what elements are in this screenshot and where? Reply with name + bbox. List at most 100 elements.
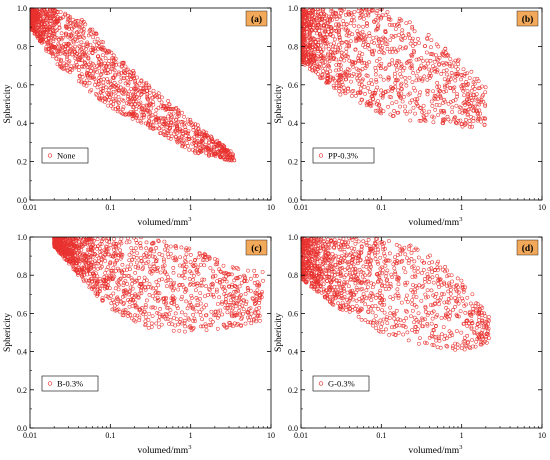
data-point xyxy=(369,94,374,99)
data-point xyxy=(334,81,339,85)
legend-box xyxy=(41,375,99,392)
data-point xyxy=(133,265,138,269)
y-tick-label: 1.0 xyxy=(17,4,27,13)
data-point xyxy=(50,8,55,13)
data-point xyxy=(427,280,431,285)
data-point xyxy=(367,9,372,14)
data-point xyxy=(104,294,109,298)
data-point xyxy=(78,45,83,49)
data-point xyxy=(123,279,128,283)
data-point xyxy=(456,118,461,123)
data-point xyxy=(373,18,378,22)
data-point xyxy=(367,31,372,36)
data-point xyxy=(153,305,157,310)
data-point xyxy=(308,62,313,67)
data-point xyxy=(327,16,332,21)
data-point xyxy=(129,262,133,267)
data-point xyxy=(356,24,361,29)
data-point xyxy=(392,325,397,329)
data-point xyxy=(119,71,124,76)
data-point xyxy=(367,47,372,51)
data-points xyxy=(301,8,488,129)
data-point xyxy=(254,274,259,278)
data-point xyxy=(479,311,484,315)
data-point xyxy=(203,322,208,327)
y-tick-label: 0.8 xyxy=(288,42,298,51)
data-point xyxy=(156,106,161,110)
data-point xyxy=(321,64,326,68)
data-point xyxy=(41,11,45,16)
data-point xyxy=(241,298,246,302)
data-point xyxy=(114,245,118,249)
data-point xyxy=(470,124,474,129)
data-point xyxy=(383,13,388,18)
data-point xyxy=(388,38,392,42)
data-point xyxy=(101,40,105,45)
data-point xyxy=(442,281,447,286)
data-point xyxy=(473,81,477,86)
data-point xyxy=(471,85,475,89)
data-point xyxy=(149,321,154,326)
data-point xyxy=(385,10,390,14)
data-point xyxy=(82,82,86,87)
data-point xyxy=(332,246,337,250)
data-point xyxy=(360,78,364,83)
data-point xyxy=(376,99,380,103)
data-point xyxy=(154,93,159,97)
data-point xyxy=(110,307,115,312)
x-tick-label: 0.01 xyxy=(23,431,37,440)
data-point xyxy=(316,42,321,47)
data-point xyxy=(341,89,346,94)
data-point xyxy=(411,44,415,48)
data-point xyxy=(109,66,114,71)
data-point xyxy=(193,257,198,262)
data-point xyxy=(133,246,138,251)
y-axis: 0.00.20.40.60.81.0 xyxy=(288,4,542,205)
data-point xyxy=(438,265,443,270)
data-point xyxy=(309,40,314,45)
data-point xyxy=(404,111,409,116)
data-point xyxy=(452,89,456,94)
data-point xyxy=(173,129,177,133)
data-point xyxy=(364,73,369,78)
data-point xyxy=(225,310,230,315)
data-point xyxy=(456,72,460,77)
data-point xyxy=(408,41,413,46)
data-point xyxy=(137,315,142,320)
data-point xyxy=(77,44,82,49)
data-point xyxy=(34,16,39,21)
data-point xyxy=(179,321,184,326)
data-point xyxy=(469,88,474,93)
data-point xyxy=(328,32,333,36)
data-point xyxy=(142,253,147,257)
data-point xyxy=(84,78,89,83)
data-point xyxy=(136,264,141,269)
data-point xyxy=(194,268,199,273)
data-point xyxy=(390,114,395,118)
data-point xyxy=(151,126,156,131)
data-point xyxy=(386,17,391,21)
data-point xyxy=(104,244,108,249)
data-point xyxy=(467,124,472,129)
data-point xyxy=(216,150,220,155)
data-point xyxy=(351,72,356,76)
data-point xyxy=(64,247,68,252)
data-point xyxy=(363,39,368,44)
data-point xyxy=(426,255,430,260)
data-point xyxy=(140,267,145,272)
data-point xyxy=(123,64,128,69)
data-point xyxy=(383,263,388,268)
data-point xyxy=(105,91,110,95)
data-point xyxy=(422,65,427,70)
data-point xyxy=(146,255,151,259)
data-point xyxy=(143,310,147,314)
data-point xyxy=(161,266,166,271)
data-point xyxy=(168,318,173,322)
data-point xyxy=(206,293,210,297)
data-point xyxy=(118,299,123,303)
data-point xyxy=(100,47,105,52)
data-point xyxy=(70,257,75,261)
data-point xyxy=(381,77,386,82)
data-point xyxy=(433,97,438,102)
data-point xyxy=(146,326,151,330)
